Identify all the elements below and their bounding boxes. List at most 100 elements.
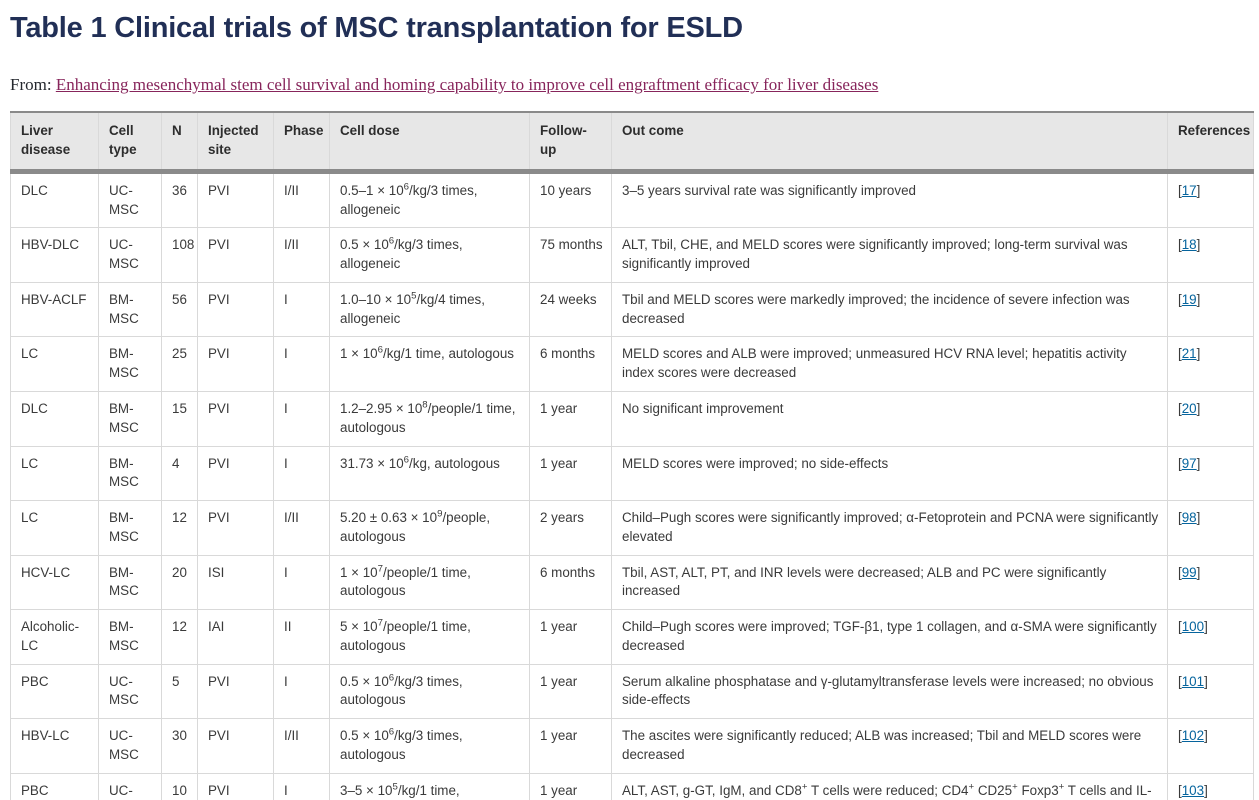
cell-cell_type: BM-MSC xyxy=(98,282,162,338)
cell-outcome: Serum alkaline phosphatase and γ-glutamy… xyxy=(611,664,1168,720)
cell-disease: PBC xyxy=(10,773,99,800)
table-row: HCV-LC BM-MSC 20 ISI I 1 × 107/people/1 time,… xyxy=(10,555,1254,611)
column-header-phase: Phase xyxy=(273,112,330,174)
table-body: DLC UC-MSC 36 PVI I/II 0.5–1 × 106/kg/3 times… xyxy=(10,171,1254,800)
table-row: HBV-DLC UC-MSC 108 PVI I/II 0.5 × 106/kg/3 ti… xyxy=(10,227,1254,283)
cell-disease: LC xyxy=(10,500,99,556)
cell-site: PVI xyxy=(197,773,274,800)
cell-reference: [20] xyxy=(1167,391,1254,447)
reference-link[interactable]: 97 xyxy=(1181,455,1197,471)
cell-phase: I xyxy=(273,336,330,392)
column-header-outcome: Out come xyxy=(611,112,1168,174)
reference-link[interactable]: 102 xyxy=(1181,728,1205,744)
cell-site: PVI xyxy=(197,500,274,556)
cell-cell_type: UC-MSC xyxy=(98,718,162,774)
column-header-n: N xyxy=(161,112,198,174)
cell-site: PVI xyxy=(197,718,274,774)
cell-follow_up: 6 months xyxy=(529,336,612,392)
cell-n: 56 xyxy=(161,282,198,338)
cell-phase: I/II xyxy=(273,718,330,774)
cell-phase: II xyxy=(273,609,330,665)
cell-site: PVI xyxy=(197,446,274,502)
cell-follow_up: 1 year xyxy=(529,609,612,665)
reference-link[interactable]: 17 xyxy=(1181,182,1197,198)
cell-follow_up: 2 years xyxy=(529,500,612,556)
cell-outcome: 3–5 years survival rate was significantl… xyxy=(611,171,1168,229)
cell-reference: [102] xyxy=(1167,718,1254,774)
cell-n: 20 xyxy=(161,555,198,611)
cell-site: PVI xyxy=(197,664,274,720)
cell-phase: I xyxy=(273,555,330,611)
column-header-disease: Liver disease xyxy=(10,112,99,174)
cell-disease: LC xyxy=(10,446,99,502)
cell-outcome: Tbil, AST, ALT, PT, and INR levels were … xyxy=(611,555,1168,611)
cell-dose: 1.0–10 × 105/kg/4 times, allogeneic xyxy=(329,282,530,338)
table-row: DLC BM-MSC 15 PVI I 1.2–2.95 × 108/people/1 t… xyxy=(10,391,1254,447)
cell-dose: 3–5 × 105/kg/1 time, allogeneic xyxy=(329,773,530,800)
cell-disease: HBV-DLC xyxy=(10,227,99,283)
cell-site: PVI xyxy=(197,336,274,392)
reference-link[interactable]: 99 xyxy=(1181,564,1197,580)
cell-cell_type: BM-MSC xyxy=(98,500,162,556)
cell-follow_up: 24 weeks xyxy=(529,282,612,338)
column-header-dose: Cell dose xyxy=(329,112,530,174)
cell-follow_up: 6 months xyxy=(529,555,612,611)
cell-reference: [17] xyxy=(1167,171,1254,229)
cell-n: 10 xyxy=(161,773,198,800)
cell-disease: DLC xyxy=(10,391,99,447)
cell-disease: HCV-LC xyxy=(10,555,99,611)
cell-follow_up: 1 year xyxy=(529,664,612,720)
cell-outcome: Child–Pugh scores were improved; TGF-β1,… xyxy=(611,609,1168,665)
cell-phase: I/II xyxy=(273,171,330,229)
cell-phase: I xyxy=(273,446,330,502)
table-row: LC BM-MSC 25 PVI I 1 × 106/kg/1 time, autolog… xyxy=(10,336,1254,392)
cell-site: ISI xyxy=(197,555,274,611)
reference-link[interactable]: 21 xyxy=(1181,346,1197,362)
cell-reference: [101] xyxy=(1167,664,1254,720)
reference-link[interactable]: 98 xyxy=(1181,510,1197,526)
table-row: LC BM-MSC 12 PVI I/II 5.20 ± 0.63 × 109/peopl… xyxy=(10,500,1254,556)
table-row: HBV-LC UC-MSC 30 PVI I/II 0.5 × 106/kg/3 time… xyxy=(10,718,1254,774)
cell-site: IAI xyxy=(197,609,274,665)
cell-dose: 0.5–1 × 106/kg/3 times, allogeneic xyxy=(329,171,530,229)
cell-outcome: No significant improvement xyxy=(611,391,1168,447)
table-row: PBC UC-MSC 5 PVI I 0.5 × 106/kg/3 times, auto… xyxy=(10,664,1254,720)
cell-phase: I/II xyxy=(273,227,330,283)
cell-disease: DLC xyxy=(10,171,99,229)
cell-reference: [98] xyxy=(1167,500,1254,556)
cell-dose: 0.5 × 106/kg/3 times, autologous xyxy=(329,664,530,720)
cell-cell_type: UC-MSC xyxy=(98,171,162,229)
cell-n: 4 xyxy=(161,446,198,502)
cell-n: 108 xyxy=(161,227,198,283)
cell-site: PVI xyxy=(197,282,274,338)
cell-reference: [19] xyxy=(1167,282,1254,338)
cell-dose: 1 × 107/people/1 time, autologous xyxy=(329,555,530,611)
cell-site: PVI xyxy=(197,171,274,229)
cell-dose: 31.73 × 106/kg, autologous xyxy=(329,446,530,502)
reference-link[interactable]: 103 xyxy=(1181,782,1205,798)
source-line: From: Enhancing mesenchymal stem cell su… xyxy=(10,75,1251,95)
cell-cell_type: BM-MSC xyxy=(98,609,162,665)
reference-link[interactable]: 101 xyxy=(1181,673,1205,689)
cell-n: 30 xyxy=(161,718,198,774)
cell-dose: 5 × 107/people/1 time, autologous xyxy=(329,609,530,665)
cell-follow_up: 10 years xyxy=(529,171,612,229)
reference-link[interactable]: 20 xyxy=(1181,401,1197,416)
cell-phase: I xyxy=(273,282,330,338)
table-row: HBV-ACLF BM-MSC 56 PVI I 1.0–10 × 105/kg/4 ti… xyxy=(10,282,1254,338)
cell-n: 5 xyxy=(161,664,198,720)
cell-follow_up: 1 year xyxy=(529,391,612,447)
page-title: Table 1 Clinical trials of MSC transplan… xyxy=(10,12,743,44)
cell-site: PVI xyxy=(197,391,274,447)
reference-link[interactable]: 100 xyxy=(1181,619,1205,635)
reference-link[interactable]: 19 xyxy=(1181,291,1197,307)
reference-link[interactable]: 18 xyxy=(1181,237,1197,253)
cell-cell_type: BM-MSC xyxy=(98,391,162,447)
source-article-link[interactable]: Enhancing mesenchymal stem cell survival… xyxy=(55,75,879,95)
cell-disease: Alcoholic-LC xyxy=(10,609,99,665)
from-label: From: xyxy=(10,75,56,95)
cell-n: 12 xyxy=(161,500,198,556)
cell-n: 25 xyxy=(161,336,198,392)
cell-cell_type: UC-MSC xyxy=(98,227,162,283)
